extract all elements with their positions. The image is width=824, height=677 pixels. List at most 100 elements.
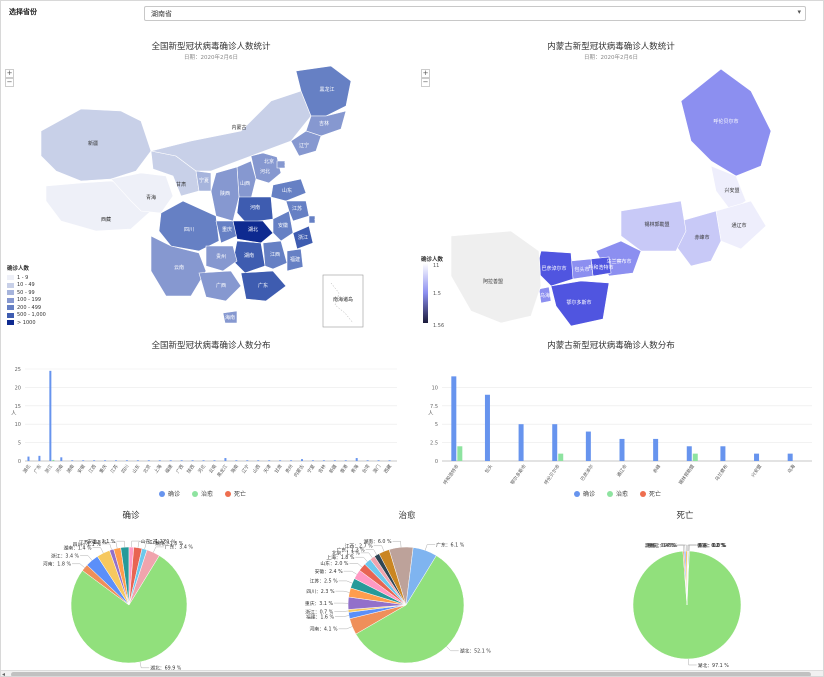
bar-确诊[interactable] [484, 394, 490, 461]
bar-确诊[interactable] [518, 424, 524, 461]
bar-确诊[interactable] [235, 460, 238, 461]
bar-确诊[interactable] [388, 460, 391, 461]
province-广西[interactable] [198, 270, 242, 302]
bar-确诊[interactable] [136, 460, 139, 461]
province-江苏[interactable] [285, 200, 310, 222]
legend-death[interactable]: 死亡 [640, 489, 661, 498]
bar-确诊[interactable] [720, 446, 726, 461]
china-legend-item[interactable]: 200 - 499 [7, 304, 46, 312]
china-legend-item[interactable]: 10 - 49 [7, 282, 46, 290]
province-黑龙江[interactable] [295, 65, 352, 117]
bar-确诊[interactable] [213, 460, 216, 461]
province-浙江[interactable] [292, 225, 314, 250]
bar-确诊[interactable] [552, 424, 558, 461]
zoom-out-button[interactable]: − [421, 78, 430, 87]
bar-确诊[interactable] [49, 370, 52, 461]
province-贵州[interactable] [205, 245, 238, 272]
bar-确诊[interactable] [202, 460, 205, 461]
bar-确诊[interactable] [451, 376, 457, 461]
bar-确诊[interactable] [224, 458, 227, 461]
bar-确诊[interactable] [104, 460, 107, 461]
province-select[interactable]: 湖南省 ▾ [144, 6, 806, 21]
bar-确诊[interactable] [191, 460, 194, 461]
scroll-left-icon[interactable]: ◂ [2, 671, 6, 677]
bar-确诊[interactable] [125, 460, 128, 461]
zoom-in-button[interactable]: + [421, 69, 430, 78]
bar-确诊[interactable] [169, 460, 172, 461]
pie-confirm-chart[interactable]: 湖北：69.9 % 河南：1.8 %浙江：3.4 % 湖南：1.4 %四川：1.1 … [1, 521, 271, 672]
league-鄂尔多斯市[interactable] [550, 280, 610, 327]
bar-确诊[interactable] [322, 460, 325, 461]
pie-death-chart[interactable]: 湖北：97.1 % 河南：0.4 %重庆：0.4 %黑龙江：0.5 % 香港：0.2… [551, 521, 821, 671]
province-四川[interactable] [158, 200, 220, 252]
bar-确诊[interactable] [180, 460, 183, 461]
china-legend-item[interactable]: 50 - 99 [7, 289, 46, 297]
legend-confirm[interactable]: 确诊 [574, 489, 595, 498]
bar-确诊[interactable] [619, 438, 625, 461]
league-锡林郭勒盟[interactable] [620, 200, 687, 252]
league-乌海[interactable] [538, 286, 552, 304]
pie-slice-湖北[interactable] [70, 555, 188, 664]
bar-确诊[interactable] [344, 460, 347, 461]
province-宁夏[interactable] [195, 170, 212, 192]
province-天津[interactable] [276, 160, 286, 169]
bar-确诊[interactable] [787, 453, 793, 461]
zoom-out-button[interactable]: − [5, 78, 14, 87]
province-安徽[interactable] [272, 210, 294, 242]
bar-确诊[interactable] [377, 460, 380, 461]
bar-确诊[interactable] [311, 460, 314, 461]
province-内蒙古[interactable] [150, 90, 312, 172]
bar-确诊[interactable] [585, 431, 591, 461]
province-山东[interactable] [270, 178, 307, 202]
china-legend-item[interactable]: 1 - 9 [7, 274, 46, 282]
bar-确诊[interactable] [301, 459, 303, 461]
china-legend-item[interactable]: 100 - 199 [7, 297, 46, 305]
bar-确诊[interactable] [71, 460, 74, 461]
pie-slice-广东[interactable] [686, 550, 690, 606]
bar-确诊[interactable] [38, 455, 41, 461]
legend-confirm[interactable]: 确诊 [159, 489, 180, 498]
legend-cure[interactable]: 治愈 [192, 489, 213, 498]
china-legend-item[interactable]: > 1000 [7, 319, 46, 327]
bar-确诊[interactable] [290, 460, 293, 461]
province-新疆[interactable] [40, 108, 152, 182]
bar-确诊[interactable] [82, 460, 85, 461]
bar-确诊[interactable] [147, 460, 150, 461]
bar-确诊[interactable] [246, 460, 249, 461]
bar-确诊[interactable] [158, 460, 161, 461]
bar-确诊[interactable] [355, 458, 358, 461]
china-bar-chart[interactable]: 0 5 10 15 20 25 人湖北 广东 浙江 河南 湖南 安徽 江西 重庆 江苏 四川 山东 北京 上海 福建广… [1, 351, 401, 481]
province-辽宁[interactable] [290, 130, 322, 157]
bar-确诊[interactable] [27, 456, 30, 461]
province-海南[interactable] [222, 310, 238, 324]
zoom-in-button[interactable]: + [5, 69, 14, 78]
bar-确诊[interactable] [115, 460, 117, 461]
league-阿拉善盟[interactable] [450, 230, 542, 324]
scrollbar-thumb[interactable] [11, 672, 811, 676]
bar-治愈[interactable] [692, 453, 698, 461]
province-江西[interactable] [262, 240, 288, 270]
nm-map-visualmap[interactable]: 11 1.5 1.56 [421, 263, 461, 333]
province-青海[interactable] [110, 172, 174, 214]
bar-确诊[interactable] [653, 438, 659, 461]
province-上海[interactable] [308, 215, 316, 224]
bar-确诊[interactable] [279, 460, 282, 461]
horizontal-scrollbar[interactable]: ◂ [1, 670, 823, 677]
bar-确诊[interactable] [93, 460, 96, 461]
league-呼伦贝尔市[interactable] [680, 68, 772, 177]
pie-slice-湖北[interactable] [355, 555, 465, 664]
bar-确诊[interactable] [333, 460, 336, 461]
china-legend-item[interactable]: 500 - 1,000 [7, 312, 46, 320]
province-湖北[interactable] [232, 220, 274, 244]
province-福建[interactable] [286, 248, 304, 272]
province-云南[interactable] [150, 235, 207, 297]
bar-确诊[interactable] [268, 460, 271, 461]
legend-death[interactable]: 死亡 [225, 489, 246, 498]
province-广东[interactable] [240, 270, 287, 302]
legend-cure[interactable]: 治愈 [607, 489, 628, 498]
bar-确诊[interactable] [754, 453, 760, 461]
bar-治愈[interactable] [558, 453, 564, 461]
